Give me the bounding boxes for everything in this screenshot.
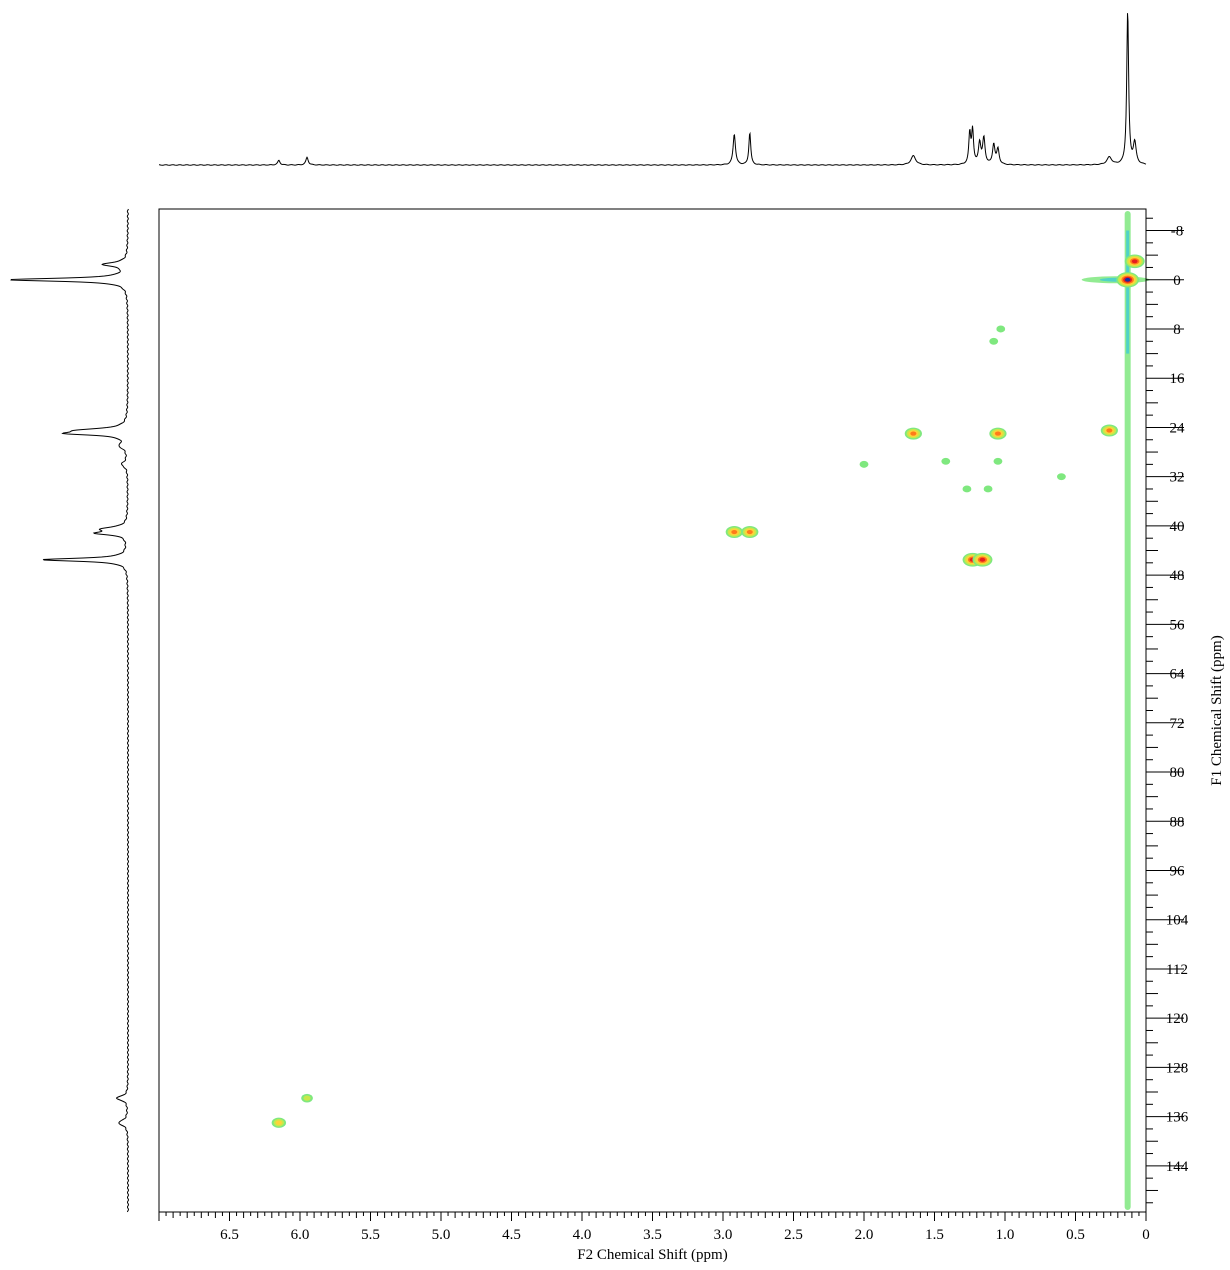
y-tick-label: 64 (1170, 667, 1186, 683)
cross-peak (993, 457, 1003, 465)
cross-peak (941, 457, 951, 465)
contour-level (941, 457, 951, 465)
cross-peak (962, 485, 972, 493)
x-tick-label: 5.5 (361, 1227, 380, 1243)
contour-level (962, 485, 972, 493)
x-tick-label: 2.0 (855, 1227, 874, 1243)
contour-level (1106, 428, 1113, 433)
y-tick-label: 88 (1170, 814, 1185, 830)
y-tick-label: 72 (1170, 716, 1185, 732)
cross-peak (1116, 272, 1140, 288)
x-tick-label: 4.0 (573, 1227, 592, 1243)
x-tick-label: 3.0 (714, 1227, 733, 1243)
cross-peak (301, 1093, 313, 1103)
contour-level (1131, 259, 1138, 264)
y-tick-label: 8 (1173, 322, 1181, 338)
cross-peak (1124, 254, 1145, 269)
y-tick-label: 120 (1166, 1011, 1189, 1027)
contour-level (993, 457, 1003, 465)
x-tick-label: 0 (1142, 1227, 1150, 1243)
x-tick-label: 2.5 (784, 1227, 803, 1243)
x-tick-label: 1.5 (925, 1227, 944, 1243)
cross-peak (1057, 473, 1066, 481)
f1-projection-trace (10, 208, 130, 1213)
x-tick-label: 6.5 (220, 1227, 239, 1243)
y-tick-label: 128 (1166, 1060, 1189, 1076)
f1-projection-spectrum (10, 208, 130, 1213)
contour-level (979, 557, 986, 562)
contour-level (303, 1095, 311, 1101)
cross-peak (859, 460, 869, 468)
y-tick-label: 48 (1170, 568, 1185, 584)
cross-peak (972, 552, 993, 567)
contour-level (994, 431, 1001, 436)
contour-level (746, 529, 753, 535)
cross-peak (725, 526, 743, 539)
cross-peak (989, 427, 1007, 440)
x-axis-title: F2 Chemical Shift (ppm) (577, 1247, 727, 1263)
cross-peak (983, 485, 993, 493)
x-tick-label: 4.5 (502, 1227, 521, 1243)
y-tick-label: 24 (1170, 420, 1186, 436)
y-tick-label: 104 (1166, 913, 1189, 929)
y-tick-label: 112 (1166, 962, 1188, 978)
y-tick-label: 32 (1170, 470, 1185, 486)
y-tick-label: 96 (1170, 863, 1186, 879)
y-tick-label: 144 (1166, 1159, 1189, 1175)
y-tick-label: 80 (1170, 765, 1185, 781)
f2-projection-trace (158, 13, 1147, 166)
y-tick-label: 0 (1173, 273, 1181, 289)
f2-projection-spectrum (158, 13, 1147, 166)
contour-level (910, 431, 917, 436)
cross-peak (271, 1117, 287, 1128)
contour-level (859, 460, 869, 468)
cross-peak (996, 325, 1006, 333)
x-tick-label: 6.0 (291, 1227, 310, 1243)
t1-noise-streak (1124, 211, 1131, 1210)
y-tick-label: 40 (1170, 519, 1185, 535)
contour-level (1057, 473, 1066, 481)
x-tick-label: 3.5 (643, 1227, 662, 1243)
x-tick-label: 0.5 (1066, 1227, 1085, 1243)
cross-peak (741, 526, 759, 539)
x-tick-label: 1.0 (996, 1227, 1015, 1243)
contour-level (275, 1120, 283, 1126)
contour-level (989, 337, 999, 345)
x-tick-label: 5.0 (432, 1227, 451, 1243)
y-tick-label: -8 (1171, 224, 1184, 240)
cross-peaks (271, 211, 1150, 1210)
contour-level (1124, 277, 1131, 282)
y-axis: -8 0 8 16 24 32 40 48 56 64 72 80 88 96 104 112 120 128 13… (1146, 217, 1189, 1204)
cross-peak (904, 427, 922, 440)
t1-noise-core (1126, 230, 1130, 354)
cross-peak (1100, 424, 1118, 437)
y-tick-label: 56 (1170, 617, 1186, 633)
contour-level (983, 485, 993, 493)
cross-peak (989, 337, 999, 345)
y-tick-label: 136 (1166, 1110, 1189, 1126)
x-axis: 6.5 6.0 5.5 5.0 4.5 4.0 3.5 3.0 2.5 2.0 1.5 1.0 0.5 0 (158, 1211, 1150, 1243)
y-axis-title: F1 Chemical Shift (ppm) (1209, 635, 1225, 785)
contour-level (996, 325, 1006, 333)
contour-level (731, 529, 738, 535)
y-tick-label: 16 (1170, 371, 1186, 387)
